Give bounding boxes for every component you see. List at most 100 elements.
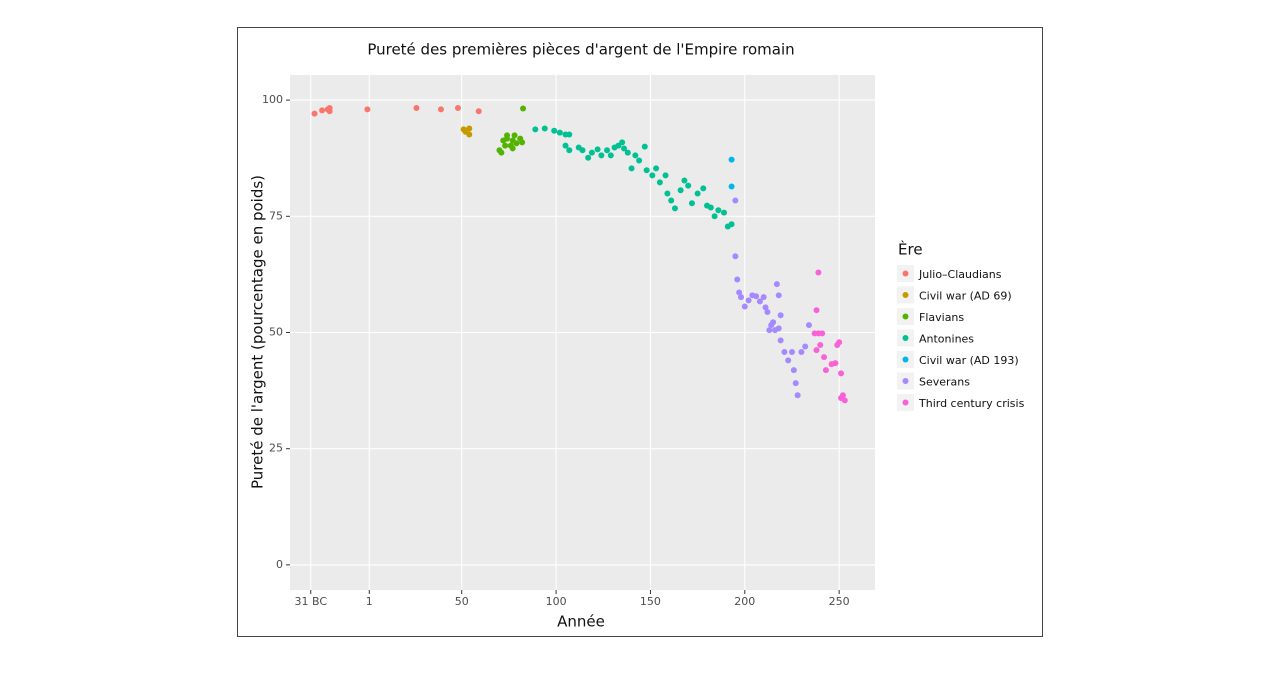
point (513, 140, 520, 147)
point (738, 294, 745, 301)
point (813, 307, 820, 314)
point (775, 292, 782, 299)
x-tick-label: 150 (640, 595, 661, 608)
x-tick-label: 31 BC (294, 595, 327, 608)
point (728, 183, 735, 190)
point (822, 367, 829, 374)
point (520, 105, 527, 112)
point (588, 149, 595, 156)
x-axis-title: Année (557, 613, 605, 631)
point (728, 156, 735, 163)
legend-label: Civil war (AD 193) (919, 354, 1019, 367)
point (732, 197, 739, 204)
point (566, 147, 573, 154)
point (794, 392, 801, 399)
point (319, 107, 326, 114)
point (541, 125, 548, 132)
point (694, 190, 701, 197)
point (777, 312, 784, 319)
point (504, 132, 511, 139)
y-tick-label: 75 (269, 209, 283, 222)
point (566, 131, 573, 138)
point (662, 172, 669, 179)
point (711, 213, 718, 220)
legend-marker (902, 270, 909, 277)
point (585, 154, 592, 161)
x-tick-label: 200 (734, 595, 755, 608)
point (700, 185, 707, 192)
legend-marker (902, 399, 909, 406)
point (762, 304, 769, 311)
point (671, 205, 678, 212)
point (551, 127, 558, 134)
point (764, 309, 771, 316)
legend-label: Julio–Claudians (918, 268, 1002, 281)
point (732, 253, 739, 260)
point (756, 298, 763, 305)
point (579, 147, 586, 154)
point (836, 339, 843, 346)
legend-marker (902, 292, 909, 298)
point (562, 142, 569, 149)
point (790, 367, 797, 374)
point (413, 105, 420, 112)
point (532, 126, 539, 133)
point (668, 197, 675, 204)
point (632, 152, 639, 159)
point (556, 129, 563, 136)
point (475, 108, 482, 115)
point (437, 106, 444, 113)
point (519, 139, 526, 146)
point (311, 110, 318, 117)
point (364, 106, 371, 113)
point (604, 147, 611, 154)
legend-title: Ère (898, 240, 923, 259)
point (760, 294, 767, 301)
point (454, 105, 461, 112)
point (741, 303, 748, 310)
point (641, 143, 648, 150)
point (649, 172, 656, 179)
point (766, 327, 773, 334)
y-tick-label: 0 (276, 558, 283, 571)
legend-label: Severans (919, 376, 970, 389)
point (773, 281, 780, 288)
point (798, 349, 805, 356)
chart-title: Pureté des premières pièces d'argent de … (367, 41, 794, 59)
point (677, 187, 684, 194)
point (817, 342, 824, 349)
point (781, 349, 788, 356)
point (775, 325, 782, 332)
point (594, 146, 601, 153)
point (664, 190, 671, 197)
point (598, 152, 605, 159)
legend-marker (902, 378, 909, 384)
legend-label: Third century crisis (918, 397, 1025, 410)
point (619, 139, 626, 146)
point (785, 357, 792, 364)
point (734, 276, 741, 283)
legend-label: Civil war (AD 69) (919, 290, 1012, 303)
point (815, 269, 822, 276)
legend-marker (902, 313, 909, 320)
x-tick-label: 1 (366, 595, 373, 608)
legend (895, 235, 1017, 420)
y-axis-title: Pureté de l'argent (pourcentage en poids… (249, 175, 267, 489)
point (688, 200, 695, 207)
point (707, 204, 714, 211)
point (745, 297, 752, 304)
point (821, 354, 828, 361)
y-tick-label: 100 (262, 93, 283, 106)
point (838, 395, 845, 402)
point (628, 165, 635, 172)
point (462, 128, 469, 135)
point (498, 149, 505, 156)
point (805, 322, 812, 329)
legend-marker (902, 335, 909, 341)
point (777, 337, 784, 344)
point (838, 370, 845, 377)
point (715, 207, 722, 214)
point (813, 347, 820, 354)
